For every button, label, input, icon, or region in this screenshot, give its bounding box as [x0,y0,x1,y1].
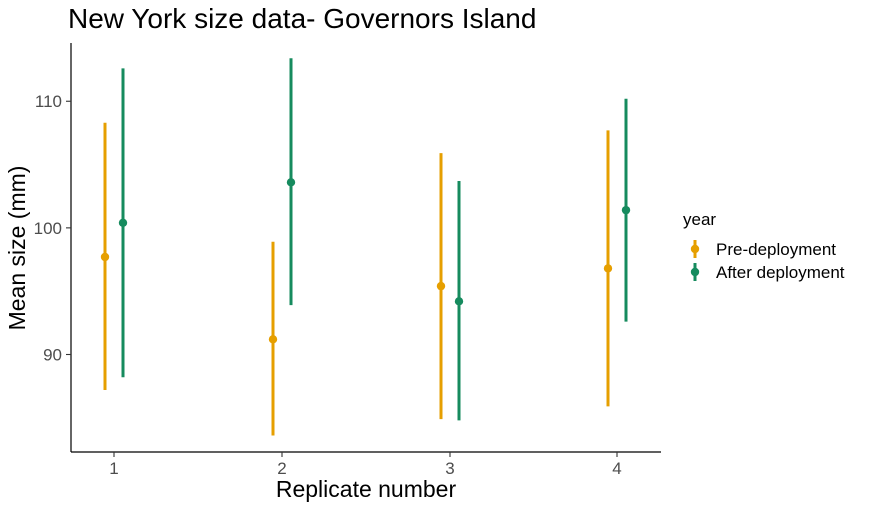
data-point [603,264,613,273]
y-axis-ticks: 90 100 110 [34,92,71,364]
y-tick-label: 110 [35,92,62,111]
plot-area [100,58,631,436]
y-axis-title: Mean size (mm) [4,166,30,331]
data-point [621,205,631,215]
legend-key-point [690,244,700,254]
legend: year Pre-deployment After deployment [683,210,845,282]
data-point [100,252,110,262]
x-tick-label: 2 [277,459,286,478]
data-point [268,335,278,344]
x-axis-title: Replicate number [276,476,457,502]
y-tick-label: 100 [34,219,62,238]
x-tick-label: 4 [612,459,621,478]
legend-key-point [690,267,700,277]
data-point [118,218,128,228]
chart-title: New York size data- Governors Island [68,3,536,34]
legend-label: Pre-deployment [716,240,836,259]
x-tick-label: 3 [445,459,454,478]
data-point [286,178,296,187]
legend-label: After deployment [716,263,845,282]
y-tick-label: 90 [43,345,62,364]
legend-title: year [683,210,716,229]
x-tick-label: 1 [109,459,118,478]
x-axis-ticks: 1 2 3 4 [109,452,622,478]
data-point [454,297,464,306]
data-point [436,281,446,291]
